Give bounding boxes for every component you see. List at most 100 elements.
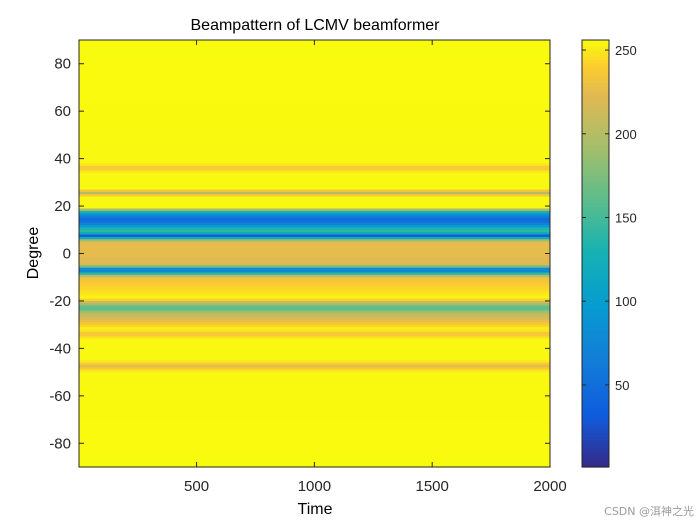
heatmap-row (79, 96, 550, 100)
heatmap-row (79, 407, 550, 411)
heatmap-row (79, 168, 550, 172)
colorbar-segment (582, 83, 609, 88)
heatmap-row (79, 213, 550, 217)
colorbar-segment (582, 43, 609, 48)
heatmap-row (79, 369, 550, 373)
heatmap-row (79, 101, 550, 105)
colorbar-segment (582, 290, 609, 295)
heatmap-row (79, 281, 550, 285)
heatmap-row (79, 106, 550, 110)
heatmap-row (79, 56, 550, 60)
heatmap-row (79, 265, 550, 269)
heatmap-row (79, 331, 550, 335)
heatmap-row (79, 426, 550, 430)
colorbar-segment (582, 463, 609, 468)
heatmap-row (79, 144, 550, 148)
heatmap-row (79, 400, 550, 404)
colorbar-tick-label: 150 (615, 210, 637, 225)
heatmap-row (79, 123, 550, 126)
colorbar-segment (582, 446, 609, 451)
colorbar-segment (582, 70, 609, 74)
heatmap-row (79, 44, 550, 48)
heatmap-row (79, 225, 550, 228)
y-tick-label: 0 (63, 246, 71, 263)
heatmap-row (79, 322, 550, 326)
colorbar-segment (582, 293, 609, 298)
colorbar-segment (582, 296, 609, 301)
colorbar-segment (582, 103, 609, 108)
heatmap-row (79, 115, 550, 119)
heatmap-row (79, 132, 550, 136)
heatmap-row (79, 229, 550, 233)
heatmap-row (79, 120, 550, 124)
heatmap-row (79, 417, 550, 421)
heatmap-row (79, 99, 550, 103)
heatmap-row (79, 293, 550, 297)
heatmap-row (79, 189, 550, 193)
colorbar-segment (582, 110, 609, 114)
y-tick-label: 40 (54, 151, 71, 168)
heatmap-row (79, 376, 550, 380)
colorbar-segment (582, 156, 609, 161)
y-tick-label: 60 (54, 103, 71, 120)
colorbar-segment (582, 133, 609, 138)
heatmap-row (79, 277, 550, 281)
heatmap-row (79, 364, 550, 368)
heatmap-row (79, 239, 550, 243)
heatmap-row (79, 284, 550, 288)
heatmap-row (79, 391, 550, 395)
heatmap-row (79, 232, 550, 236)
heatmap-row (79, 248, 550, 252)
heatmap-row (79, 170, 550, 174)
colorbar-segment (582, 56, 609, 61)
colorbar-segment (582, 440, 609, 445)
heatmap-row (79, 348, 550, 352)
heatmap-row (79, 393, 550, 397)
colorbar-segment (582, 86, 609, 91)
y-tick-label: 80 (54, 56, 71, 73)
x-axis-ticks: 500 1000 1500 2000 (184, 40, 567, 495)
colorbar-tick-label: 100 (615, 294, 637, 309)
colorbar-segment (582, 146, 609, 151)
colorbar-segment (582, 430, 609, 435)
heatmap-row (79, 158, 550, 162)
colorbar-segment (582, 170, 609, 175)
colorbar-segment (582, 300, 609, 305)
colorbar-segment (582, 426, 609, 431)
colorbar-segment (582, 46, 609, 51)
colorbar-segment (582, 80, 609, 84)
colorbar-segment (582, 93, 609, 98)
heatmap-row (79, 262, 550, 266)
colorbar-segment (582, 443, 609, 448)
colorbar-segment (582, 260, 609, 265)
heatmap-row (79, 87, 550, 91)
colorbar-segment (582, 310, 609, 315)
heatmap-row (79, 343, 550, 347)
colorbar-segment (582, 400, 609, 405)
colorbar-segment (582, 196, 609, 201)
colorbar-segment (582, 350, 609, 355)
heatmap-row (79, 298, 550, 302)
colorbar-segment (582, 90, 609, 94)
colorbar-segment (582, 163, 609, 168)
colorbar-segment (582, 100, 609, 104)
heatmap-row (79, 379, 550, 383)
colorbar-segment (582, 223, 609, 228)
heatmap-row (79, 85, 550, 89)
heatmap-row (79, 151, 550, 155)
colorbar-segment (582, 450, 609, 455)
colorbar-segment (582, 150, 609, 155)
heatmap-row (79, 440, 550, 444)
heatmap-row (79, 310, 550, 314)
colorbar-segment (582, 176, 609, 181)
heatmap-row (79, 419, 550, 423)
colorbar-segment (582, 313, 609, 318)
heatmap-plot-area (79, 40, 550, 468)
heatmap-row (79, 367, 550, 371)
heatmap-row (79, 388, 550, 392)
heatmap-row (79, 163, 550, 167)
heatmap-row (79, 142, 550, 145)
colorbar-segment (582, 346, 609, 351)
colorbar-segment (582, 240, 609, 245)
